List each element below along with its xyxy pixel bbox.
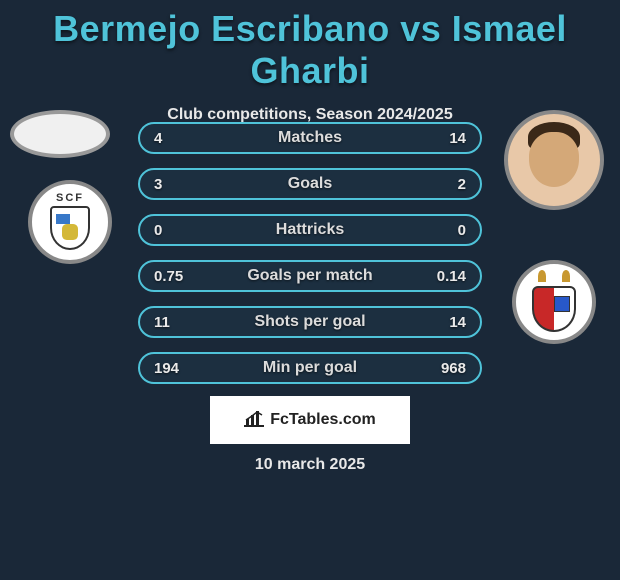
stat-label: Goals	[288, 175, 332, 193]
stat-right-value: 0	[430, 222, 466, 239]
date-label: 10 march 2025	[255, 456, 365, 474]
stat-right-value: 0.14	[430, 268, 466, 285]
chart-icon	[244, 409, 264, 432]
stat-row-hattricks: 0 Hattricks 0	[138, 214, 482, 246]
stat-right-value: 2	[430, 176, 466, 193]
stat-row-goals: 3 Goals 2	[138, 168, 482, 200]
stat-left-value: 4	[154, 130, 190, 147]
stat-left-value: 3	[154, 176, 190, 193]
stat-label: Min per goal	[263, 359, 357, 377]
club-left-code: SCF	[44, 192, 96, 204]
stat-row-goals-per-match: 0.75 Goals per match 0.14	[138, 260, 482, 292]
stat-right-value: 14	[430, 130, 466, 147]
stat-label: Hattricks	[276, 221, 344, 239]
stat-label: Goals per match	[247, 267, 372, 285]
shield-icon	[532, 286, 576, 332]
crown-icon	[534, 270, 574, 284]
stat-row-shots-per-goal: 11 Shots per goal 14	[138, 306, 482, 338]
stat-left-value: 11	[154, 314, 190, 331]
stat-label: Shots per goal	[254, 313, 365, 331]
club-right-badge	[512, 260, 596, 344]
attribution-text: FcTables.com	[270, 411, 376, 429]
stat-row-min-per-goal: 194 Min per goal 968	[138, 352, 482, 384]
stats-panel: 4 Matches 14 3 Goals 2 0 Hattricks 0 0.7…	[138, 122, 482, 398]
comparison-title: Bermejo Escribano vs Ismael Gharbi	[0, 0, 620, 92]
stat-left-value: 194	[154, 360, 190, 377]
shield-icon	[50, 206, 90, 250]
player-left-avatar	[10, 110, 110, 158]
stat-left-value: 0.75	[154, 268, 190, 285]
stat-left-value: 0	[154, 222, 190, 239]
club-left-badge: SCF	[28, 180, 112, 264]
stat-right-value: 14	[430, 314, 466, 331]
stat-label: Matches	[278, 129, 342, 147]
attribution-banner: FcTables.com	[210, 396, 410, 444]
stat-right-value: 968	[430, 360, 466, 377]
player-right-avatar	[504, 110, 604, 210]
stat-row-matches: 4 Matches 14	[138, 122, 482, 154]
